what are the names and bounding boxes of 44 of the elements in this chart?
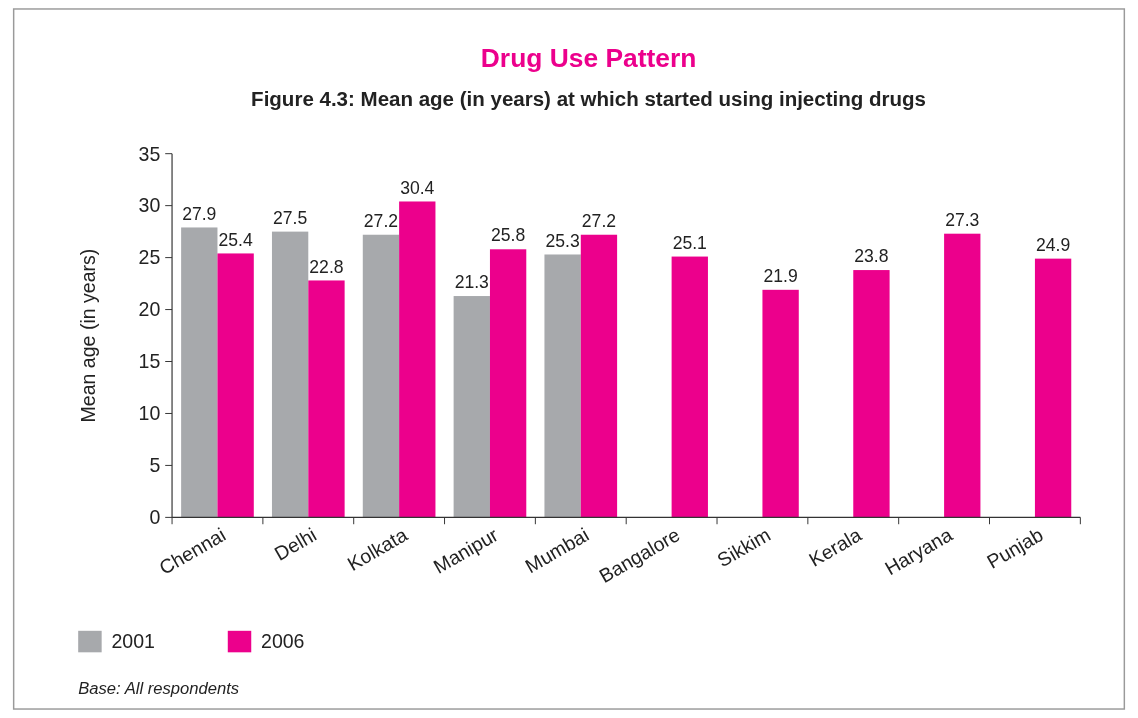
y-tick-label: 0	[149, 506, 161, 529]
legend-label: 2001	[111, 630, 155, 653]
bar	[399, 201, 436, 518]
y-tick-label: 20	[138, 298, 161, 321]
data-label: 22.8	[309, 256, 344, 277]
data-label: 25.4	[218, 229, 253, 250]
data-label: 27.2	[581, 210, 617, 231]
chart-subtitle: Figure 4.3: Mean age (in years) at which started using injecting drugs	[251, 86, 926, 110]
data-label: 30.4	[400, 177, 435, 198]
data-label: 25.8	[491, 225, 526, 246]
y-tick-label: 15	[138, 350, 161, 373]
y-tick-label: 35	[138, 142, 161, 165]
data-label: 27.3	[945, 209, 980, 230]
text: Base: All respondents	[78, 679, 240, 699]
bar	[1034, 258, 1072, 518]
data-label: 27.5	[273, 207, 308, 228]
data-label: 24.9	[1035, 234, 1071, 255]
bar	[217, 253, 254, 518]
bar	[853, 270, 890, 518]
y-tick-label: 10	[138, 402, 161, 425]
bar	[944, 233, 981, 518]
bar	[544, 254, 581, 518]
y-tick-label: 30	[138, 194, 161, 217]
chart-title: Drug Use Pattern	[480, 42, 697, 73]
bar	[489, 249, 527, 518]
y-axis-title: Mean age (in years)	[76, 248, 99, 423]
data-label: 27.2	[363, 210, 399, 231]
bar	[271, 231, 309, 518]
data-label: 27.9	[182, 203, 217, 224]
bar	[453, 296, 490, 518]
bar	[308, 280, 345, 518]
data-label: 21.9	[763, 265, 798, 286]
bar	[580, 234, 618, 518]
data-label: 23.8	[854, 246, 889, 267]
legend-label: 2006	[261, 630, 305, 653]
y-tick-label: 25	[138, 246, 161, 269]
bar	[762, 289, 799, 518]
y-tick-label: 5	[149, 454, 161, 477]
data-label: 21.3	[454, 272, 489, 293]
data-label: 25.1	[672, 232, 707, 253]
bar	[671, 256, 708, 518]
bar	[362, 234, 400, 518]
bar	[181, 227, 218, 518]
data-label: 25.3	[545, 230, 580, 251]
